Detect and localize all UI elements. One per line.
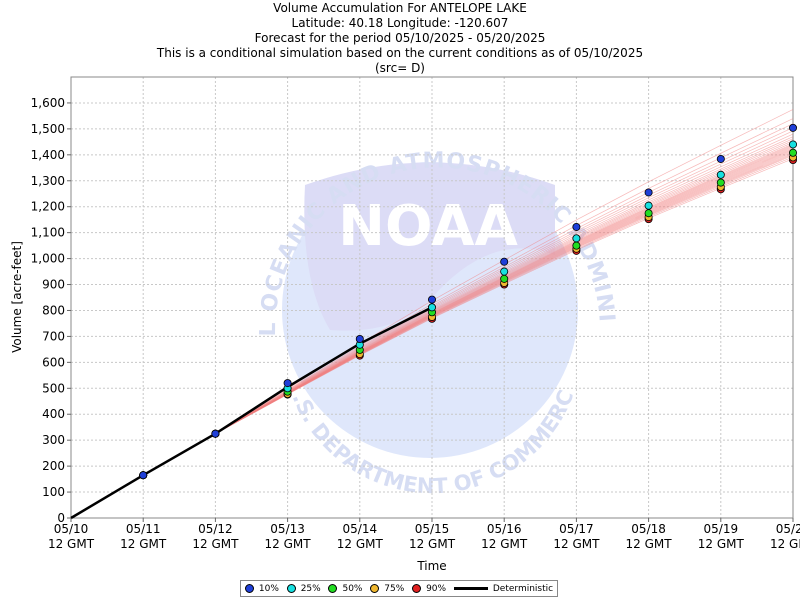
y-axis: 0 100 200 300 400 500 600 700 800 900 1,000 1,100 1,… (31, 96, 71, 525)
legend-label-25: 25% (300, 583, 321, 594)
x-tick-label-date: 05/15 (415, 522, 450, 536)
legend-swatch-50 (328, 584, 338, 593)
legend-item-deterministic: Deterministic (453, 583, 554, 594)
y-axis-label: Volume [acre-feet] (10, 241, 24, 353)
legend-label-75: 75% (384, 583, 405, 594)
y-tick-label: 1,400 (31, 148, 65, 162)
legend-item-90: 90% (412, 584, 446, 594)
x-tick-label-date: 05/17 (559, 522, 594, 536)
y-tick-label: 300 (42, 433, 65, 447)
x-tick-label-date: 05/12 (198, 522, 233, 536)
legend-item-10: 10% (244, 583, 279, 594)
y-tick-label: 700 (42, 329, 65, 343)
chart-source: (src= D) (375, 61, 425, 75)
legend-swatch-25 (286, 584, 296, 593)
x-tick-label-time: 12 GMT (48, 537, 95, 551)
legend-label-90: 90% (426, 583, 447, 594)
x-tick-label-time: 12 GMT (481, 537, 528, 551)
legend-label-50: 50% (342, 583, 363, 594)
point-25pct (716, 170, 725, 179)
x-axis-label: Time (416, 559, 446, 573)
chart-title: Volume Accumulation For ANTELOPE LAKE (273, 1, 527, 15)
point-10pct (644, 188, 653, 197)
x-tick-label-time: 12 GMT (626, 537, 673, 551)
point-10pct (716, 154, 725, 163)
chart-titles: Volume Accumulation For ANTELOPE LAKE La… (0, 0, 800, 76)
point-25pct (572, 234, 581, 243)
y-tick-label: 1,600 (31, 96, 65, 110)
legend: 10% 25% 50% 75% 90% Deterministic (240, 580, 558, 597)
point-50pct (716, 178, 725, 187)
noaa-watermark: NOAA NATIONAL OCEANIC AND ATMOSPHERIC AD… (0, 0, 618, 498)
x-tick-label-time: 12 GMT (553, 537, 600, 551)
y-tick-label: 600 (42, 355, 65, 369)
point-25pct (644, 201, 653, 210)
y-tick-label: 900 (42, 278, 65, 292)
point-10pct (139, 471, 148, 480)
y-tick-label: 1,200 (31, 200, 65, 214)
point-10pct (355, 335, 364, 344)
point-10pct (789, 123, 798, 132)
x-tick-label-time: 12 GMT (770, 537, 800, 551)
y-tick-label: 100 (42, 485, 65, 499)
point-10pct (283, 379, 292, 388)
percentile-points (139, 123, 798, 480)
point-25pct (500, 267, 509, 276)
x-tick-label-date: 05/19 (704, 522, 739, 536)
legend-swatch-75 (370, 584, 380, 593)
point-25pct (789, 140, 798, 149)
x-tick-label-time: 12 GMT (265, 537, 312, 551)
x-tick-label-time: 12 GMT (120, 537, 167, 551)
point-10pct (572, 222, 581, 231)
point-50pct (644, 209, 653, 218)
chart-condition-note: This is a conditional simulation based o… (156, 46, 644, 60)
y-tick-label: 1,500 (31, 122, 65, 136)
x-tick-label-date: 05/16 (487, 522, 522, 536)
point-50pct (789, 148, 798, 157)
x-tick-label-time: 12 GMT (192, 537, 239, 551)
point-25pct (427, 303, 436, 312)
legend-item-25: 25% (286, 583, 321, 594)
x-tick-label-time: 12 GMT (698, 537, 745, 551)
legend-label-deterministic: Deterministic (492, 583, 554, 594)
point-10pct (211, 429, 220, 438)
y-tick-label: 0 (57, 511, 65, 525)
y-tick-label: 200 (42, 459, 65, 473)
noaa-bird-shape (304, 162, 555, 331)
x-tick-label-date: 05/14 (343, 522, 378, 536)
legend-item-75: 75% (370, 584, 404, 594)
point-10pct (500, 257, 509, 266)
y-tick-label: 500 (42, 381, 65, 395)
x-tick-label-date: 05/18 (631, 522, 666, 536)
y-tick-label: 1,000 (31, 252, 65, 266)
deterministic-line (70, 306, 433, 520)
x-tick-label-date: 05/20 (776, 522, 800, 536)
point-50pct (500, 274, 509, 283)
noaa-logo-text: NOAA (338, 194, 518, 259)
legend-swatch-deterministic (453, 587, 488, 590)
point-10pct (427, 295, 436, 304)
x-tick-label-time: 12 GMT (337, 537, 384, 551)
x-tick-label-date: 05/11 (126, 522, 161, 536)
x-tick-label-date: 05/10 (54, 522, 89, 536)
deterministic-line-group (70, 306, 433, 520)
point-50pct (572, 241, 581, 250)
x-tick-label-time: 12 GMT (409, 537, 456, 551)
chart-location: Latitude: 40.18 Longitude: -120.607 (291, 16, 509, 30)
y-tick-label: 400 (42, 407, 65, 421)
y-tick-label: 1,100 (31, 226, 65, 240)
y-tick-label: 800 (42, 303, 65, 317)
x-tick-label-date: 05/13 (270, 522, 305, 536)
legend-swatch-10 (244, 584, 254, 593)
legend-item-50: 50% (328, 583, 363, 594)
y-tick-label: 1,300 (31, 174, 65, 188)
chart-period: Forecast for the period 05/10/2025 - 05/… (254, 31, 546, 45)
legend-swatch-90 (412, 584, 422, 593)
legend-label-10: 10% (258, 583, 279, 594)
